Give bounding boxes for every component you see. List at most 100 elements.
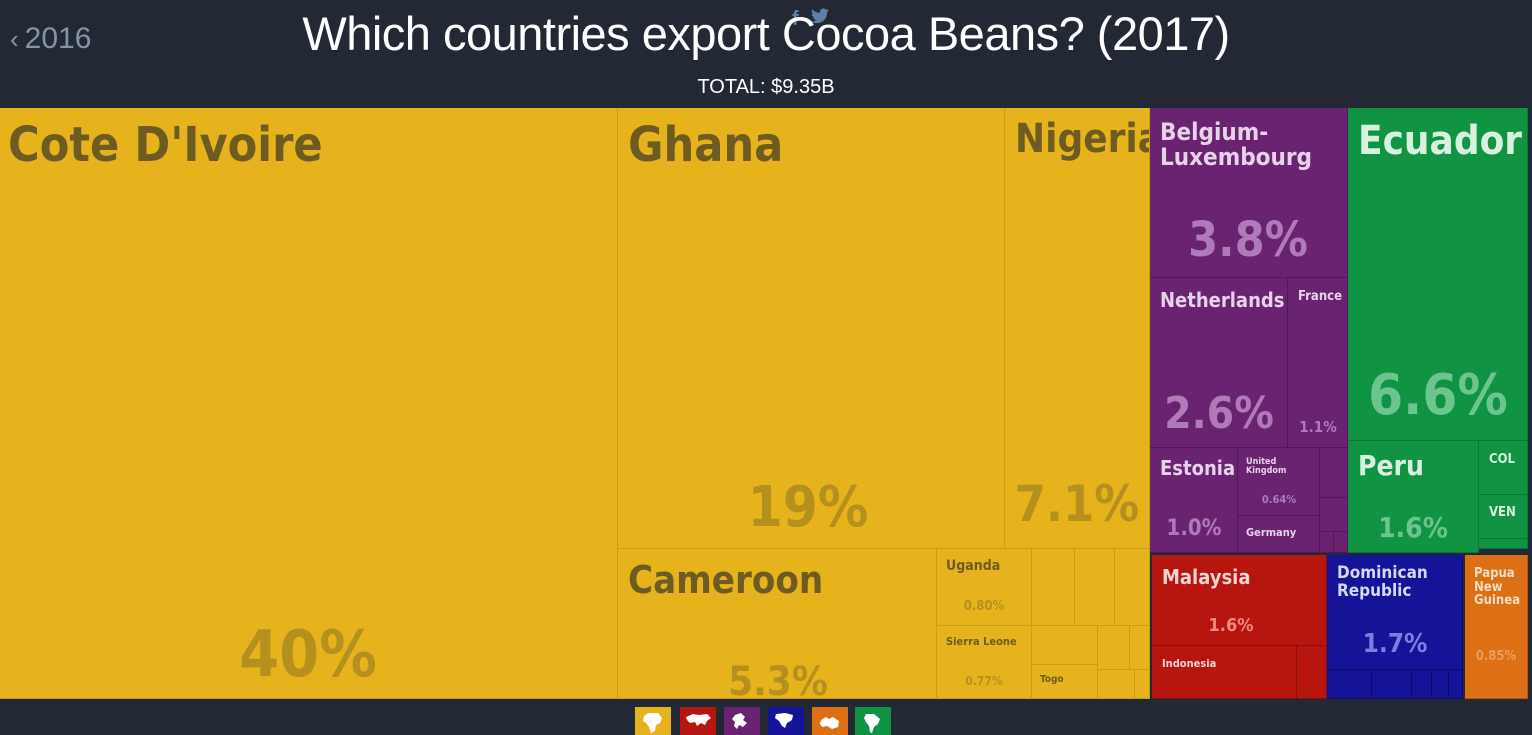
- chevron-left-icon: ‹: [10, 23, 19, 54]
- legend-south-america[interactable]: [855, 707, 891, 735]
- facebook-icon[interactable]: f: [792, 8, 799, 30]
- treemap-cell-nigeria[interactable]: Nigeria 7.1%: [1005, 108, 1150, 549]
- page-title: Which countries export Cocoa Beans? (201…: [302, 7, 1230, 60]
- treemap-cell-netherlands[interactable]: Netherlands 2.6%: [1150, 278, 1288, 448]
- cell-share: 7.1%: [1014, 475, 1140, 533]
- treemap-cell-minor[interactable]: [1115, 549, 1150, 626]
- treemap-cell-minor[interactable]: [1075, 549, 1115, 626]
- cell-share: 1.6%: [1208, 615, 1254, 636]
- share-links: f: [792, 8, 829, 31]
- treemap-cell-malaysia[interactable]: Malaysia 1.6%: [1152, 555, 1327, 646]
- cell-label: Ecuador: [1358, 118, 1523, 164]
- cell-label: Belgium-Luxembourg: [1160, 118, 1312, 172]
- treemap-cell-minor[interactable]: [1032, 549, 1075, 626]
- cell-label: Germany: [1246, 526, 1297, 539]
- cell-label: VEN: [1489, 505, 1516, 520]
- back-year-link[interactable]: ‹ 2016: [10, 22, 91, 56]
- cell-share: 19%: [747, 475, 869, 540]
- treemap-cell-sierra-leone[interactable]: Sierra Leone 0.77%: [937, 626, 1032, 699]
- treemap-cell-belgium-luxembourg[interactable]: Belgium-Luxembourg 3.8%: [1150, 108, 1348, 278]
- cell-label: United Kingdom: [1246, 457, 1287, 477]
- treemap-cell-minor[interactable]: [1098, 670, 1135, 699]
- cell-share: 3.8%: [1188, 212, 1308, 268]
- cell-share: 5.3%: [728, 659, 828, 699]
- treemap-cell-cote-d-ivoire[interactable]: Cote D'Ivoire 40%: [0, 108, 618, 699]
- treemap-cell-uganda[interactable]: Uganda 0.80%: [937, 549, 1032, 626]
- south-america-icon: [864, 714, 880, 733]
- cell-label: Netherlands: [1160, 288, 1285, 312]
- treemap-cell-minor[interactable]: [1135, 670, 1150, 699]
- cell-label: Malaysia: [1162, 565, 1251, 589]
- cell-share: 0.80%: [963, 599, 1005, 614]
- cell-label: Nigeria: [1015, 116, 1150, 162]
- cell-label: Peru: [1358, 449, 1424, 482]
- treemap-cell-estonia[interactable]: Estonia 1.0%: [1150, 448, 1238, 553]
- legend-europe[interactable]: [724, 707, 760, 735]
- treemap-cell-col[interactable]: COL: [1479, 441, 1528, 495]
- treemap-cell-germany[interactable]: Germany: [1238, 516, 1320, 553]
- treemap-cell-minor[interactable]: [1098, 626, 1130, 670]
- header: ‹ 2016 f Which countries export Cocoa Be…: [0, 0, 1532, 108]
- treemap-cell-papua-new-guinea[interactable]: Papua New Guinea 0.85%: [1465, 555, 1528, 699]
- africa-icon: [643, 713, 662, 733]
- treemap-cell-minor[interactable]: [1334, 532, 1348, 553]
- cell-label: Papua New Guinea: [1474, 566, 1521, 609]
- cell-label: France: [1298, 289, 1343, 304]
- treemap-cell-ecuador[interactable]: Ecuador 6.6%: [1348, 108, 1528, 441]
- cell-share: 1.1%: [1299, 418, 1337, 436]
- treemap-cell-indonesia[interactable]: Indonesia: [1152, 646, 1297, 699]
- cell-share: 40%: [239, 618, 377, 692]
- treemap-cell-minor[interactable]: [1412, 670, 1432, 699]
- oceania-icon: [820, 717, 839, 729]
- europe-icon: [732, 713, 747, 729]
- legend-asia[interactable]: [680, 707, 716, 735]
- cell-share: 1.0%: [1166, 516, 1222, 541]
- treemap-cell-minor[interactable]: [1320, 532, 1334, 553]
- legend-oceania[interactable]: [812, 707, 848, 735]
- cell-label: Ghana: [628, 117, 784, 173]
- treemap-cell-togo[interactable]: Togo: [1032, 665, 1098, 699]
- cell-label: Uganda: [946, 558, 1001, 574]
- cell-label: COL: [1489, 452, 1515, 467]
- treemap-cell-minor[interactable]: [1449, 670, 1463, 699]
- legend-north-america[interactable]: [768, 707, 804, 735]
- north-america-icon: [775, 713, 793, 728]
- back-year-label: 2016: [24, 22, 92, 55]
- treemap-cell-minor[interactable]: [1130, 626, 1150, 670]
- cell-share: 0.64%: [1261, 493, 1297, 506]
- twitter-icon[interactable]: [810, 8, 829, 31]
- cell-share: 0.77%: [965, 674, 1003, 688]
- cell-share: 6.6%: [1368, 363, 1508, 428]
- cell-label: Estonia: [1160, 456, 1236, 480]
- cell-label: Togo: [1040, 674, 1064, 685]
- treemap-cell-france[interactable]: France 1.1%: [1288, 278, 1348, 448]
- legend-africa[interactable]: [635, 707, 671, 735]
- treemap-cell-ghana[interactable]: Ghana 19%: [618, 108, 1005, 549]
- treemap-cell-minor[interactable]: [1479, 539, 1528, 549]
- cell-share: 1.7%: [1362, 629, 1428, 659]
- cell-label: Dominican Republic: [1337, 563, 1428, 601]
- treemap: Cote D'Ivoire 40% Ghana 19% Nigeria 7.1% Camer…: [0, 108, 1532, 699]
- cell-label: Indonesia: [1162, 657, 1217, 670]
- cell-share: 2.6%: [1164, 388, 1274, 439]
- treemap-cell-minor[interactable]: [1372, 670, 1412, 699]
- treemap-cell-ven[interactable]: VEN: [1479, 495, 1528, 539]
- treemap-cell-cameroon[interactable]: Cameroon 5.3%: [618, 549, 937, 699]
- treemap-cell-peru[interactable]: Peru 1.6%: [1348, 441, 1479, 553]
- cell-share: 1.6%: [1378, 511, 1448, 544]
- treemap-cell-minor[interactable]: [1327, 670, 1372, 699]
- treemap-cell-minor[interactable]: [1032, 626, 1098, 665]
- cell-label: Cote D'Ivoire: [8, 117, 323, 173]
- treemap-cell-minor[interactable]: [1297, 646, 1327, 699]
- treemap-cell-minor[interactable]: [1432, 670, 1449, 699]
- cell-share: 0.85%: [1475, 649, 1517, 664]
- treemap-cell-dominican-republic[interactable]: Dominican Republic 1.7%: [1327, 555, 1463, 670]
- treemap-cell-minor[interactable]: [1320, 448, 1348, 498]
- region-legend: [0, 699, 1532, 735]
- cell-label: Cameroon: [628, 558, 824, 602]
- treemap-cell-minor[interactable]: [1320, 498, 1348, 532]
- cell-label: Sierra Leone: [946, 635, 1017, 648]
- asia-icon: [686, 714, 711, 726]
- treemap-cell-united-kingdom[interactable]: United Kingdom 0.64%: [1238, 448, 1320, 516]
- total-value: TOTAL: $9.35B: [697, 76, 835, 98]
